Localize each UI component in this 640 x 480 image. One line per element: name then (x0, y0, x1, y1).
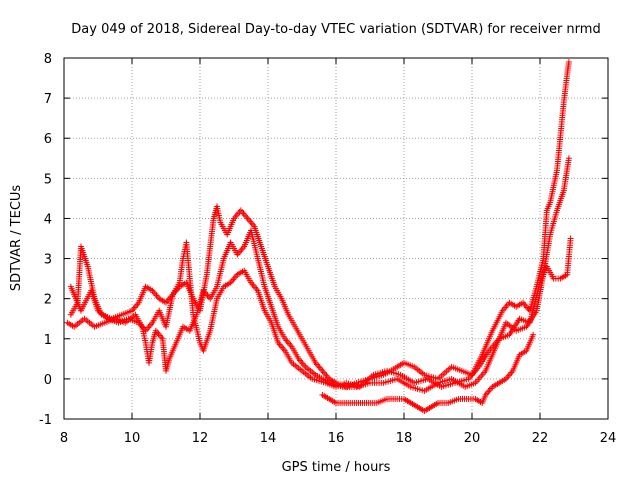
x-tick-label: 12 (192, 431, 209, 446)
y-tick-label: 2 (44, 293, 52, 308)
x-tick-label: 16 (328, 431, 345, 446)
x-tick-label: 22 (532, 431, 549, 446)
y-tick-label: 1 (44, 333, 52, 348)
y-axis-label: SDTVAR / TECUs (9, 185, 24, 292)
series-track-3 (67, 235, 574, 390)
chart-title: Day 049 of 2018, Sidereal Day-to-day VTE… (71, 22, 600, 37)
data-point-marker (567, 235, 574, 242)
data-series (64, 59, 574, 414)
x-tick-label: 14 (260, 431, 277, 446)
data-point-marker (565, 155, 572, 162)
y-tick-label: -1 (39, 413, 52, 428)
x-tick-label: 18 (396, 431, 413, 446)
x-tick-label: 20 (464, 431, 481, 446)
y-tick-label: 5 (44, 172, 52, 187)
y-tick-label: 3 (44, 253, 52, 268)
y-tick-label: 0 (44, 373, 52, 388)
y-tick-label: 6 (44, 132, 52, 147)
grid-lines (64, 58, 608, 419)
x-tick-label: 24 (600, 431, 617, 446)
series-track-2 (64, 155, 572, 394)
data-point-marker (565, 59, 572, 66)
data-point-marker (530, 331, 537, 338)
x-axis-label: GPS time / hours (282, 460, 391, 475)
y-tick-label: 8 (44, 52, 52, 67)
series-track-4 (319, 331, 537, 414)
y-tick-label: 4 (44, 212, 52, 227)
y-tick-label: 7 (44, 92, 52, 107)
x-tick-label: 8 (60, 431, 68, 446)
x-tick-label: 10 (124, 431, 141, 446)
